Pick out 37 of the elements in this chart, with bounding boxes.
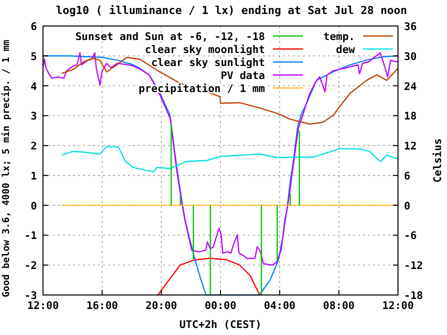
y-tick-label: 1 [30,170,37,182]
y-tick-label: 3 [30,110,37,123]
x-tick-label: 16:00 [86,300,118,312]
x-tick-label: 08:00 [323,300,355,312]
y2-axis-title: Celsius [432,138,444,183]
x-tick-label: 12:00 [27,300,59,312]
legend-label: clear sky moonlight [144,44,265,56]
y-tick-label: -3 [24,290,37,302]
y-axis-title: Good below 3.6, 4000 lx; 5 min precip. / 1 mm [1,40,12,298]
y-tick-label: -2 [24,260,37,272]
y2-tick-label: -12 [404,260,423,272]
legend-label: PV data [220,70,265,82]
y-tick-label: 0 [30,200,37,212]
y-tick-label: 5 [30,50,37,63]
y2-tick-label: -6 [404,230,417,242]
y2-tick-label: 18 [404,110,417,123]
chart-title: log10 ( illuminance / 1 lx) ending at Sat Jul 28 noon [56,4,407,17]
y-tick-label: 6 [30,21,37,33]
legend-label: dew [336,44,356,56]
y2-tick-label: 12 [404,140,417,153]
legend-label: temp. [323,31,355,43]
x-axis-title: UTC+2h (CEST) [179,319,262,331]
x-tick-label: 00:00 [204,300,236,312]
y2-tick-label: 6 [404,170,410,182]
y2-tick-label: 0 [404,200,410,212]
x-tick-label: 04:00 [264,300,296,312]
y2-tick-label: 36 [404,21,417,33]
legend-label: clear sky sunlight [151,57,265,69]
y-tick-label: 4 [30,80,37,93]
x-tick-label: 20:00 [146,300,178,312]
x-tick-label: 12:00 [382,300,414,312]
legend-label: Sunset and Sun at -6, -12, -18 [75,31,265,43]
y2-tick-label: -18 [404,290,423,302]
y2-tick-label: 24 [404,80,417,93]
y-tick-label: 2 [30,140,37,153]
y-tick-label: -1 [24,230,37,242]
y2-tick-label: 30 [404,50,417,63]
